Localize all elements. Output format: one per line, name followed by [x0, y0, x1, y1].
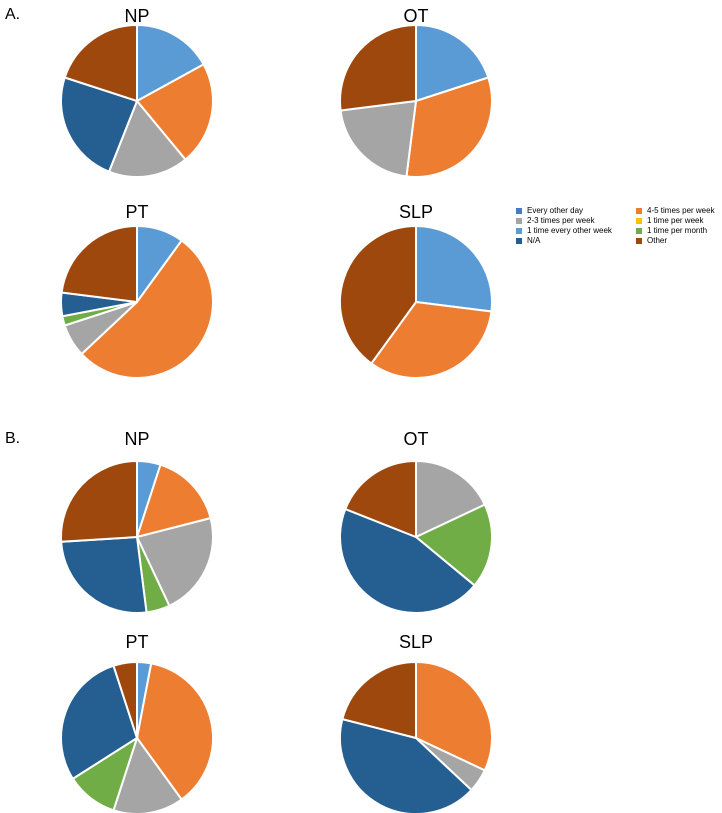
pie-slice	[63, 23, 138, 103]
pie-slice	[80, 239, 214, 379]
pie-chart-b-np: NP	[60, 429, 214, 614]
chart-title: OT	[404, 6, 429, 26]
legend-label: 1 time per week	[647, 216, 704, 225]
legend-item: N/A	[516, 236, 636, 246]
legend-item: Other	[636, 236, 722, 246]
chart-title: SLP	[399, 632, 433, 652]
pie-slice	[339, 99, 418, 178]
pie-slice	[60, 224, 138, 304]
pie-slice	[339, 23, 417, 112]
legend-label: 1 time every other week	[527, 226, 612, 235]
legend-swatch	[636, 208, 642, 214]
pie-slice	[405, 76, 493, 178]
pie-slice	[135, 516, 214, 608]
pie-slice	[415, 660, 493, 772]
legend-label: Every other day	[527, 206, 584, 215]
chart-title: NP	[124, 429, 149, 449]
chart-title: SLP	[399, 202, 433, 222]
pie-slice	[112, 735, 184, 813]
pie-chart-a-np: NP	[60, 6, 214, 178]
legend-swatch	[636, 238, 642, 244]
legend-item: 1 time every other week	[516, 226, 636, 236]
chart-title: PT	[125, 632, 148, 652]
pie-chart-b-slp: SLP	[339, 632, 493, 813]
legend-label: Other	[647, 236, 668, 245]
legend-label: 1 time per month	[647, 226, 708, 235]
legend: Every other day 4-5 times per week 2-3 t…	[516, 206, 722, 246]
legend-swatch	[516, 228, 522, 234]
legend-item: 1 time per month	[636, 226, 722, 236]
legend-label: 4-5 times per week	[647, 206, 715, 215]
pie-slice	[107, 99, 187, 178]
chart-title: OT	[404, 429, 429, 449]
pie-slice	[339, 507, 476, 614]
panel-label-b: B.	[5, 430, 21, 447]
legend-item: 4-5 times per week	[636, 206, 722, 216]
legend-item: Every other day	[516, 206, 636, 216]
pie-slice	[135, 662, 214, 801]
pie-slice	[339, 717, 473, 813]
legend-swatch	[516, 218, 522, 224]
legend-label: 2-3 times per week	[527, 216, 595, 225]
pie-slice	[60, 459, 138, 543]
pie-slice	[136, 23, 205, 103]
legend-swatch	[636, 218, 642, 224]
pie-slice	[339, 224, 417, 365]
pie-slice	[415, 224, 493, 313]
chart-title: PT	[125, 202, 148, 222]
pie-chart-a-slp: SLP	[339, 202, 493, 379]
panel-label-a: A.	[5, 6, 21, 23]
pie-slice	[415, 459, 487, 539]
pie-slice	[60, 76, 139, 173]
pie-slice	[135, 63, 214, 161]
pie-slice	[60, 535, 148, 614]
legend-grid: Every other day 4-5 times per week 2-3 t…	[516, 206, 722, 246]
pie-chart-b-pt: PT	[60, 632, 214, 813]
pie-chart-a-pt: PT	[60, 202, 214, 379]
legend-swatch	[516, 208, 522, 214]
pie-slice	[369, 300, 493, 379]
pie-slice	[414, 503, 493, 587]
legend-label: N/A	[527, 236, 541, 245]
legend-item: 1 time per week	[636, 216, 722, 226]
pie-chart-a-ot: OT	[339, 6, 493, 178]
pie-slice	[341, 660, 417, 740]
pie-chart-b-ot: OT	[339, 429, 493, 614]
legend-swatch	[636, 228, 642, 234]
legend-swatch	[516, 238, 522, 244]
legend-item: 2-3 times per week	[516, 216, 636, 226]
pie-slice	[60, 664, 139, 781]
pie-slice	[415, 23, 490, 103]
pie-slice	[344, 459, 417, 539]
pie-slice	[135, 463, 212, 539]
chart-title: NP	[124, 6, 149, 26]
pie-slice	[112, 660, 138, 739]
